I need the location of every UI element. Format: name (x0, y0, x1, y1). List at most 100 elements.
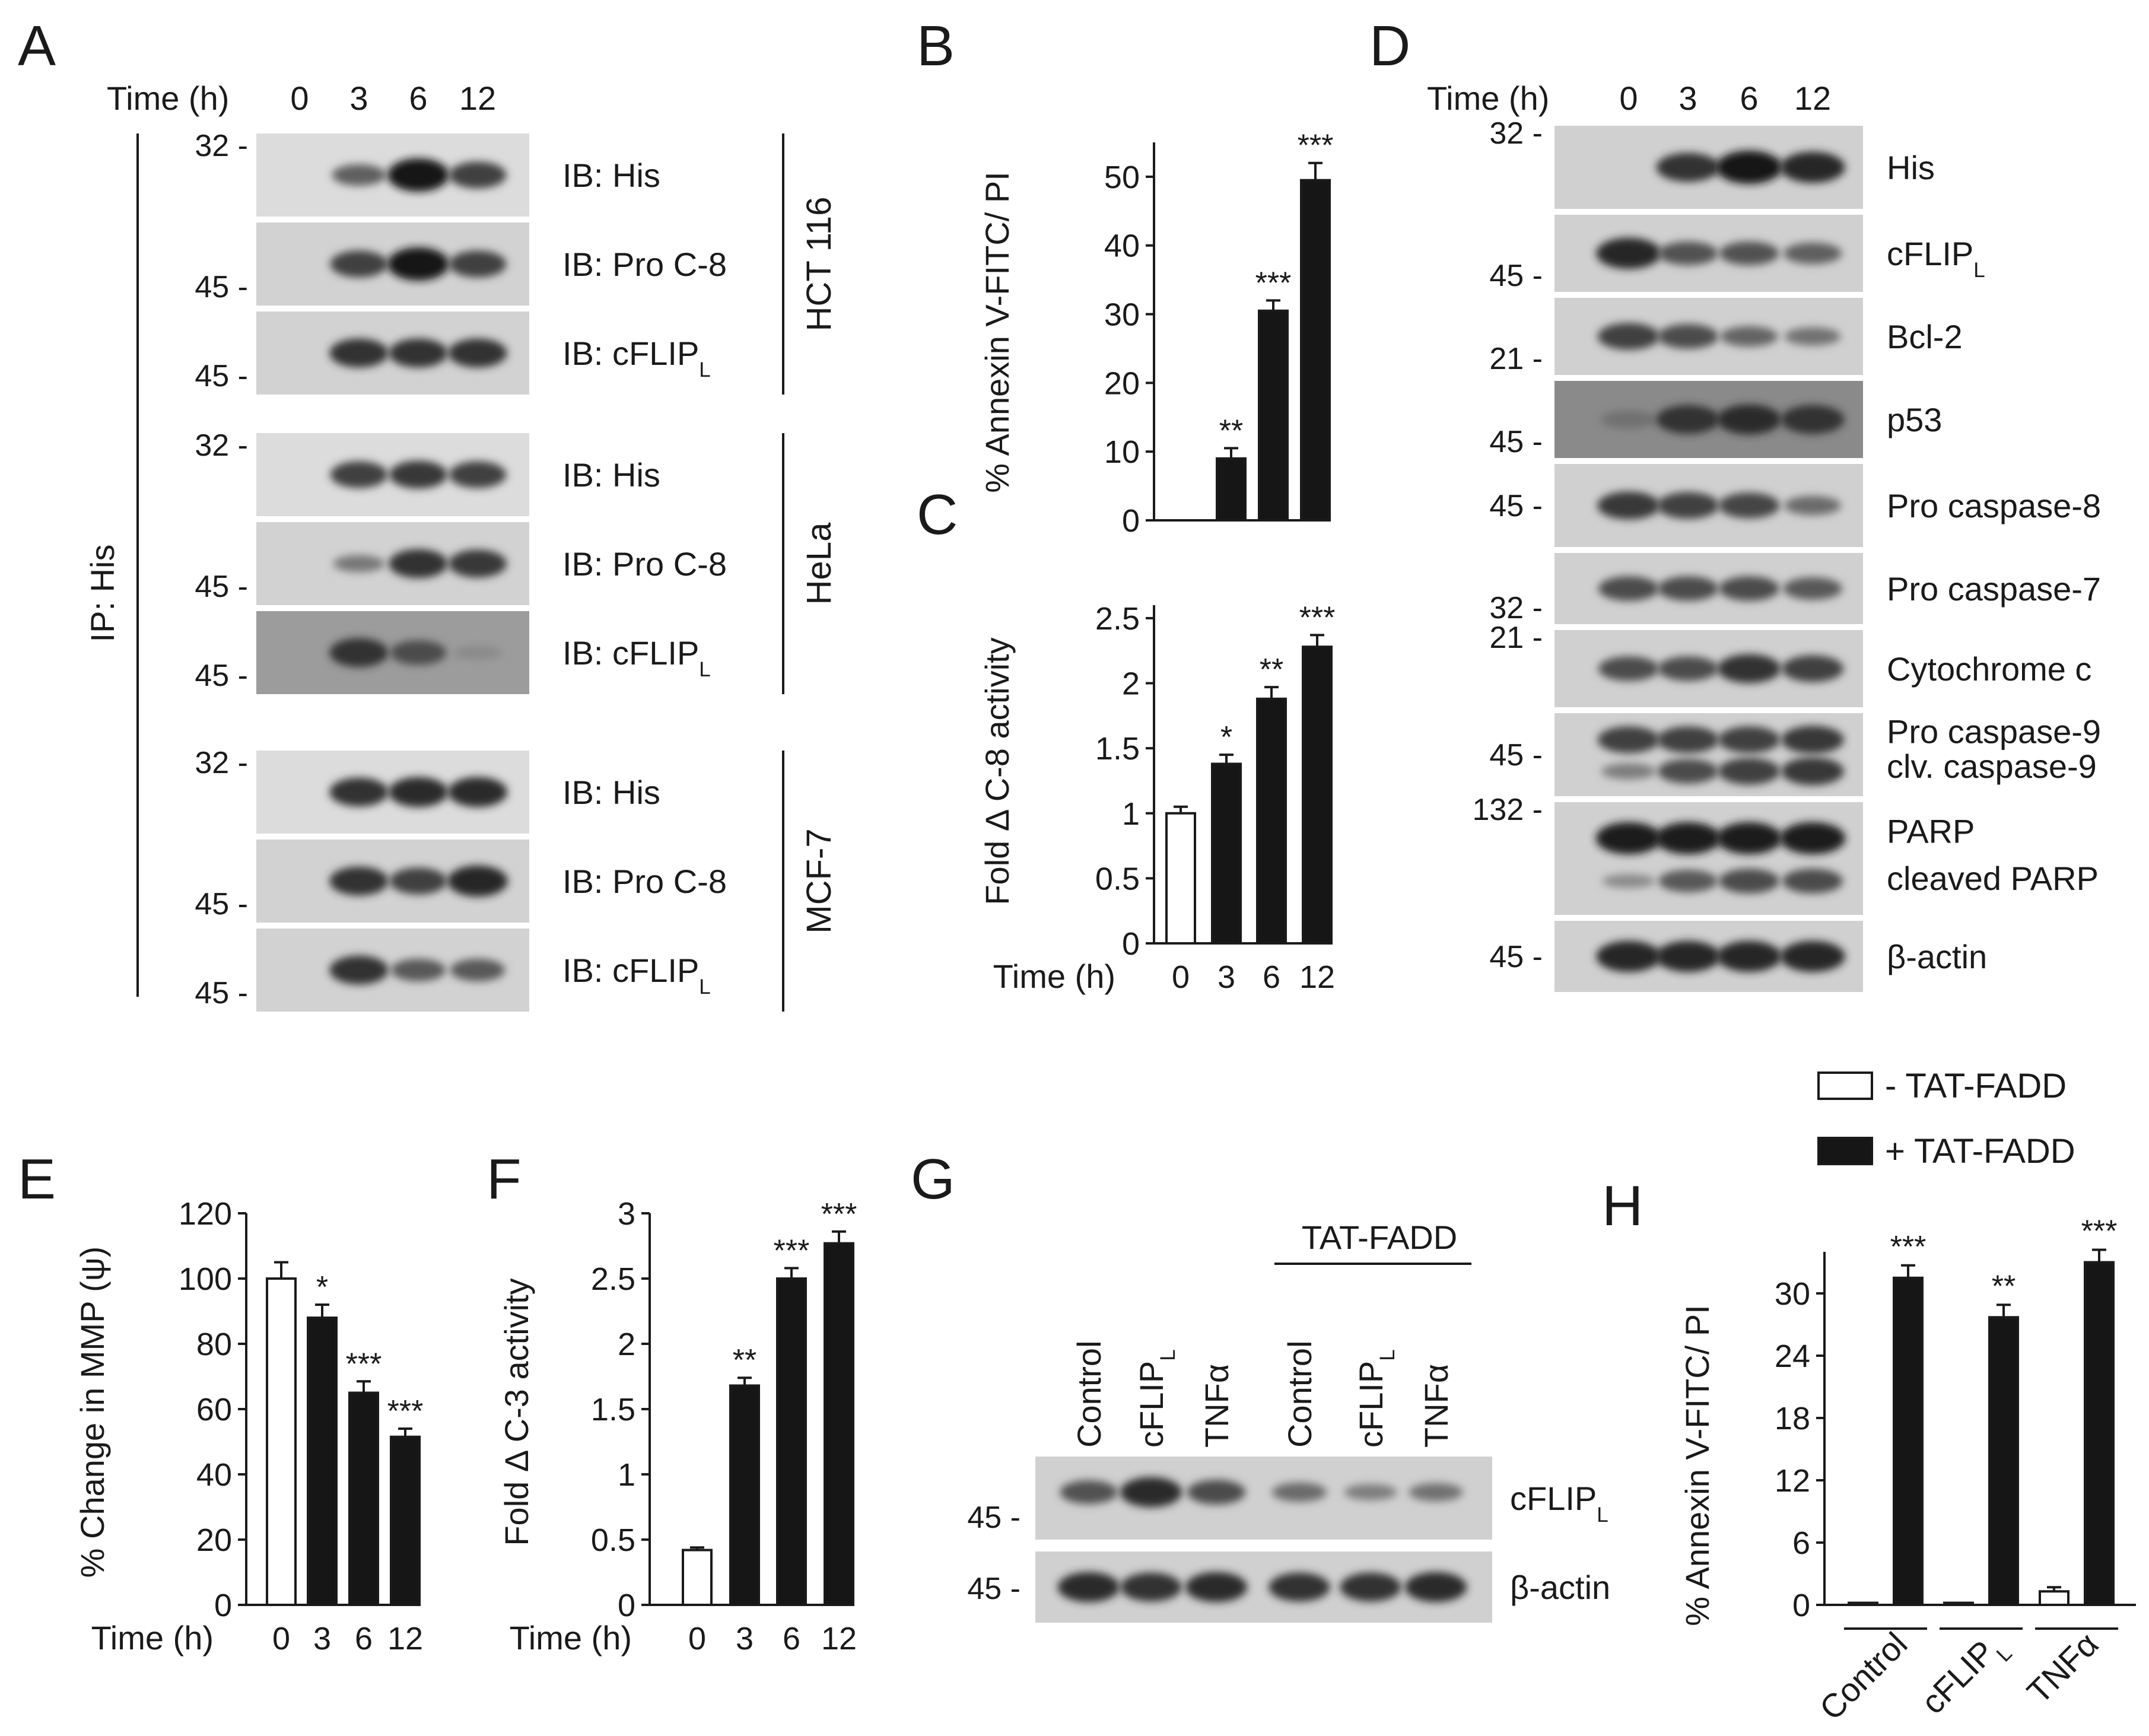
blot-band (1718, 576, 1780, 601)
blot-row-label: Pro caspase-7 (1887, 570, 2101, 608)
legend-label: - TAT-FADD (1885, 1067, 2067, 1105)
blot-band (1781, 655, 1844, 682)
y-axis-label: Fold Δ C-8 activity (978, 637, 1016, 905)
blot-band (1719, 241, 1779, 265)
molecular-weight-marker: 32 - (1489, 591, 1543, 625)
blot-band (1597, 491, 1660, 520)
blot-band (329, 866, 389, 896)
blot-band (1340, 1572, 1401, 1602)
bar (1848, 1601, 1878, 1606)
blot-band (450, 959, 506, 981)
blot-band (1656, 152, 1720, 182)
panel-a-blot: Time (h) IP: His 0 3 6 12 32 - IB: His 45 - IB… (84, 80, 838, 1012)
panel-a-time-point: 6 (409, 80, 427, 117)
x-tick-label: 3 (736, 1621, 754, 1656)
blot-band (1720, 326, 1778, 347)
bar (266, 1277, 297, 1606)
blot-band (449, 250, 507, 278)
y-tick-label: 0 (1122, 503, 1140, 539)
panel-e-chart: 0 20 40 60 80 100 120 % Change in MMP (ψ) 0 * 3 ***… (74, 1196, 423, 1656)
molecular-weight-marker: 21 - (1489, 342, 1543, 376)
panel-letter-g: G (911, 1147, 955, 1211)
panel-letter-e: E (18, 1147, 56, 1211)
y-tick-label: 0 (1122, 926, 1140, 962)
blot-row-label: β-actin (1887, 938, 1987, 975)
bar (1165, 812, 1196, 945)
panel-g-rows: 45 - cFLIPL 45 - β-actin (967, 1457, 1610, 1623)
blot-band (1781, 405, 1845, 434)
legend-swatch (1817, 1137, 1873, 1165)
molecular-weight-marker: 32 - (195, 746, 248, 780)
molecular-weight-marker: 21 - (1489, 621, 1543, 655)
y-tick-label: 20 (1104, 365, 1140, 401)
x-axis-label: Time (h) (510, 1619, 632, 1656)
blot-band (1597, 726, 1660, 753)
y-tick-label: 0.5 (591, 1522, 635, 1558)
y-tick-label: 1.5 (1095, 731, 1140, 767)
y-tick-label: 10 (1104, 434, 1140, 470)
y-tick-label: 6 (1792, 1525, 1810, 1561)
blot-band (1716, 404, 1782, 435)
blot-row-label: IB: cFLIPL (562, 952, 711, 999)
blot-band (1120, 1572, 1182, 1602)
bar (1988, 1316, 2019, 1606)
blot-row-label: cFLIPL (1510, 1480, 1608, 1527)
blot-band (1271, 1482, 1327, 1502)
x-tick-label: 12 (387, 1621, 423, 1656)
panel-a-time-point: 12 (459, 80, 496, 117)
panel-a-time-point: 0 (290, 80, 309, 117)
blot-row-label: IB: Pro C-8 (562, 246, 727, 283)
blot-band (1657, 759, 1719, 784)
blot-band (1657, 576, 1719, 601)
blot-band (1780, 151, 1845, 183)
blot-band (1657, 726, 1719, 753)
x-tick-label: 12 (1299, 959, 1335, 995)
bar (1943, 1601, 1974, 1606)
significance-marker: ** (733, 1343, 756, 1378)
blot-band (448, 338, 507, 368)
blot-band (1655, 940, 1721, 972)
molecular-weight-marker: 45 - (195, 570, 248, 604)
x-category-label: TNFα (2020, 1625, 2105, 1710)
molecular-weight-marker: 45 - (1489, 489, 1543, 523)
molecular-weight-marker: 45 - (195, 659, 248, 693)
blot-band (329, 338, 389, 368)
molecular-weight-marker: 45 - (967, 1500, 1021, 1535)
molecular-weight-marker: 45 - (195, 887, 248, 921)
blot-band (1781, 757, 1844, 786)
molecular-weight-marker: 32 - (1489, 116, 1543, 151)
y-tick-label: 100 (179, 1261, 232, 1297)
cell-line-label: MCF-7 (800, 828, 838, 933)
significance-marker: *** (387, 1394, 424, 1429)
significance-marker: *** (1299, 600, 1336, 635)
blot-band (1784, 327, 1841, 346)
bar (1211, 762, 1242, 945)
blot-row-label: Pro caspase-9 (1887, 713, 2101, 750)
blot-band (449, 461, 507, 488)
panel-d-time-point: 3 (1678, 80, 1697, 117)
panel-d-time-point: 0 (1619, 80, 1638, 117)
lane-label: cFLIPL (1133, 1349, 1180, 1448)
significance-marker: *** (1890, 1230, 1927, 1264)
x-tick-label: 0 (1172, 959, 1190, 995)
panel-g-treatment-label: TAT-FADD (1302, 1219, 1457, 1256)
blot-strip (1554, 802, 1863, 915)
bar (1300, 179, 1331, 522)
y-tick-label: 3 (618, 1196, 635, 1232)
blot-band (1657, 492, 1719, 519)
blot-band (330, 461, 388, 488)
blot-band (1782, 869, 1843, 894)
y-tick-label: 24 (1775, 1338, 1810, 1374)
significance-marker: *** (1298, 129, 1334, 163)
blot-band (1598, 656, 1660, 681)
bar (824, 1242, 854, 1607)
blot-band (1600, 410, 1657, 429)
blot-row-label: IB: Pro C-8 (562, 545, 727, 583)
significance-marker: *** (774, 1233, 810, 1268)
bar (1216, 457, 1247, 522)
blot-band (333, 555, 385, 573)
blot-band (1718, 726, 1781, 753)
bar (1256, 697, 1287, 945)
panel-g-blot: TAT-FADD Control cFLIPL TNFα Control cFLIPL T… (967, 1219, 1610, 1623)
